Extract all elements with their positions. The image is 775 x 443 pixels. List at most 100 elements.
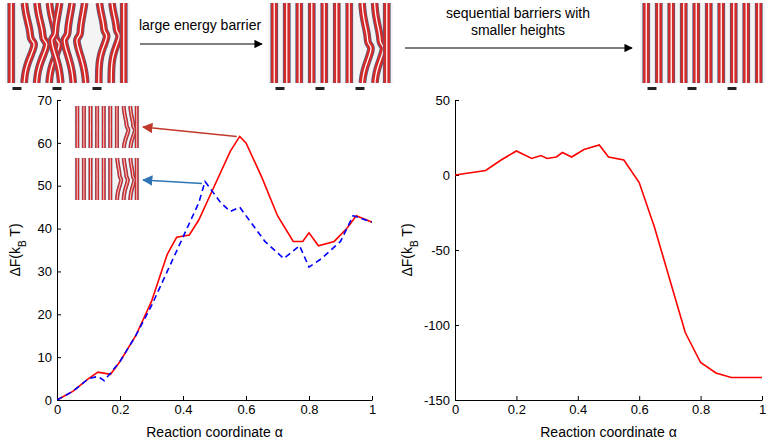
tick: 60: [38, 136, 61, 151]
stripe-core: [103, 158, 104, 200]
stripe-core: [77, 158, 78, 200]
plot-area: [455, 145, 762, 378]
marker-dash: [276, 87, 285, 90]
tick-mark: [372, 396, 373, 400]
stripe-core: [77, 106, 78, 148]
axis-line: [57, 101, 58, 401]
stripe: [24, 3, 34, 83]
tick: 70: [38, 93, 61, 108]
stripe-core: [130, 106, 135, 148]
stripe-image: [74, 158, 140, 200]
stripe-edge: [120, 3, 128, 83]
marker-dash: [316, 87, 325, 90]
stripe: [718, 3, 724, 83]
stripe: [130, 106, 135, 148]
annotations: large energy barriersequential barriers …: [139, 5, 632, 48]
stripe: [82, 106, 85, 148]
stripe-edge: [655, 3, 663, 83]
stripe-core: [136, 158, 137, 200]
tick: 1: [759, 396, 766, 417]
series-line: [57, 181, 372, 400]
marker-dash: [356, 87, 365, 90]
stripe-edge: [24, 3, 34, 83]
tick-label: 50: [38, 178, 52, 193]
stripe: [109, 158, 112, 200]
stripe-edge: [705, 3, 713, 83]
stripe: [95, 158, 98, 200]
stripe-core: [375, 3, 384, 83]
stripe: [89, 158, 92, 200]
stripe-edge: [742, 3, 750, 83]
chart: 00.20.40.60.81010203040506070Reaction co…: [7, 93, 376, 440]
stripe-edge: [52, 3, 61, 83]
stripe: [743, 3, 749, 83]
stripe: [309, 3, 315, 83]
tick-label: 0.2: [111, 402, 129, 417]
stripe-edge: [82, 158, 86, 200]
stripe: [89, 106, 92, 148]
tick-label: 40: [38, 221, 52, 236]
stripe-core: [721, 3, 722, 83]
tick-label: -50: [431, 243, 450, 258]
stripe-edge: [75, 106, 79, 148]
stripe-core: [646, 3, 647, 83]
stripe: [115, 106, 118, 148]
tick-mark: [455, 100, 459, 101]
tick-mark: [57, 357, 61, 358]
stripe-core: [349, 3, 350, 83]
stripe-core: [336, 3, 337, 83]
stripe-core: [124, 158, 128, 200]
stripe-edge: [755, 3, 763, 83]
tick: -150: [424, 393, 459, 408]
stripe: [52, 3, 61, 83]
stripe-edge: [345, 3, 353, 83]
stripe: [346, 3, 352, 83]
tick-mark: [57, 400, 61, 401]
tick: -50: [431, 243, 459, 258]
pointer-arrow: [143, 180, 202, 183]
stripe: [384, 3, 390, 83]
series-line: [455, 145, 762, 378]
stripe-edge: [95, 158, 99, 200]
tick-label: 10: [38, 350, 52, 365]
tick: 0.6: [237, 396, 255, 417]
stripe-edge: [124, 158, 128, 200]
tick-mark: [57, 229, 61, 230]
stripe-edge: [362, 3, 371, 83]
stripe-core: [11, 3, 12, 83]
stripe-edge: [667, 3, 675, 83]
stripe: [756, 3, 762, 83]
stripe: [102, 106, 105, 148]
stripe-edge: [124, 106, 129, 148]
stripe-edge: [135, 158, 139, 200]
tick-mark: [309, 396, 310, 400]
marker-dash: [53, 87, 62, 90]
tick-label: 0: [45, 393, 52, 408]
tick-mark: [246, 396, 247, 400]
tick-label: 0: [443, 168, 450, 183]
stripe-edge: [642, 3, 650, 83]
tick-label: 50: [436, 93, 450, 108]
stripe: [135, 106, 138, 148]
stripe-core: [311, 3, 312, 83]
stripe-edge: [320, 3, 328, 83]
tick-label: 60: [38, 136, 52, 151]
stripe: [362, 3, 371, 83]
stripe-edge: [383, 3, 391, 83]
stripe-core: [299, 3, 300, 83]
stripe: [124, 158, 128, 200]
stripe-edge: [308, 3, 316, 83]
tick: 30: [38, 264, 61, 279]
stripe-core: [111, 3, 119, 83]
tick-label: 0.8: [692, 402, 710, 417]
tick-mark: [455, 325, 459, 326]
tick: 0.8: [300, 396, 318, 417]
annotation: large energy barrier: [139, 17, 262, 33]
stripe-core: [24, 3, 34, 83]
stripe-edge: [717, 3, 725, 83]
image-ground: [74, 106, 140, 148]
stripe-image: [268, 3, 393, 90]
stripe-core: [117, 158, 121, 200]
tick-label: 0: [54, 402, 61, 417]
marker-dash: [648, 87, 657, 90]
